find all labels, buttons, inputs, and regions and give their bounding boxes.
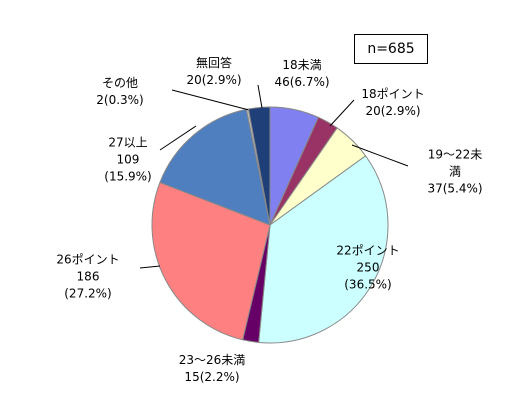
leader-line	[351, 144, 409, 167]
pie-slice	[151, 181, 271, 341]
category-label: 18未満	[282, 58, 322, 72]
value-label: 250 (36.5%)	[344, 260, 392, 292]
annotation: n=685	[354, 34, 428, 64]
slice-label: 無回答 20(2.9%)	[186, 55, 241, 89]
pie-slice	[258, 155, 389, 344]
category-label: 19～22未満	[427, 147, 483, 179]
value-label: 109 (15.9%)	[104, 152, 152, 184]
leader-line	[329, 99, 355, 127]
value-label: 37(5.4%)	[427, 181, 483, 196]
leader-line	[159, 125, 197, 151]
value-label: 20(2.9%)	[365, 104, 421, 118]
pie-slice	[159, 108, 271, 226]
category-label: 22ポイント	[336, 243, 400, 258]
value-label: 20(2.9%)	[186, 73, 242, 87]
slice-label: 19～22未満 37(5.4%)	[423, 147, 487, 198]
value-label: 186 (27.2%)	[64, 269, 112, 301]
slice-label: 23～26未満 15(2.2%)	[179, 352, 246, 386]
slice-label: 27以上 109 (15.9%)	[104, 135, 151, 186]
value-label: 2(0.3%)	[96, 93, 144, 107]
slice-label: その他 2(0.3%)	[96, 75, 143, 109]
slice-label: 18ポイント 20(2.9%)	[361, 86, 424, 120]
category-label: 26ポイント	[56, 252, 120, 267]
pie-slice	[247, 106, 271, 226]
slice-label: 26ポイント 186 (27.2%)	[56, 252, 119, 303]
category-label: 27以上	[108, 135, 148, 150]
category-label: その他	[101, 76, 139, 90]
value-label: 15(2.2%)	[184, 370, 240, 384]
leader-line	[257, 84, 263, 109]
category-label: 18ポイント	[361, 87, 425, 101]
category-label: 23～26未満	[178, 353, 246, 367]
value-label: 46(6.7%)	[274, 75, 330, 89]
category-label: 無回答	[195, 56, 232, 70]
leader-line	[171, 89, 250, 111]
slice-label: 18未満 46(6.7%)	[274, 57, 329, 91]
slice-label: 22ポイント 250 (36.5%)	[336, 243, 399, 294]
leader-line	[139, 265, 161, 269]
